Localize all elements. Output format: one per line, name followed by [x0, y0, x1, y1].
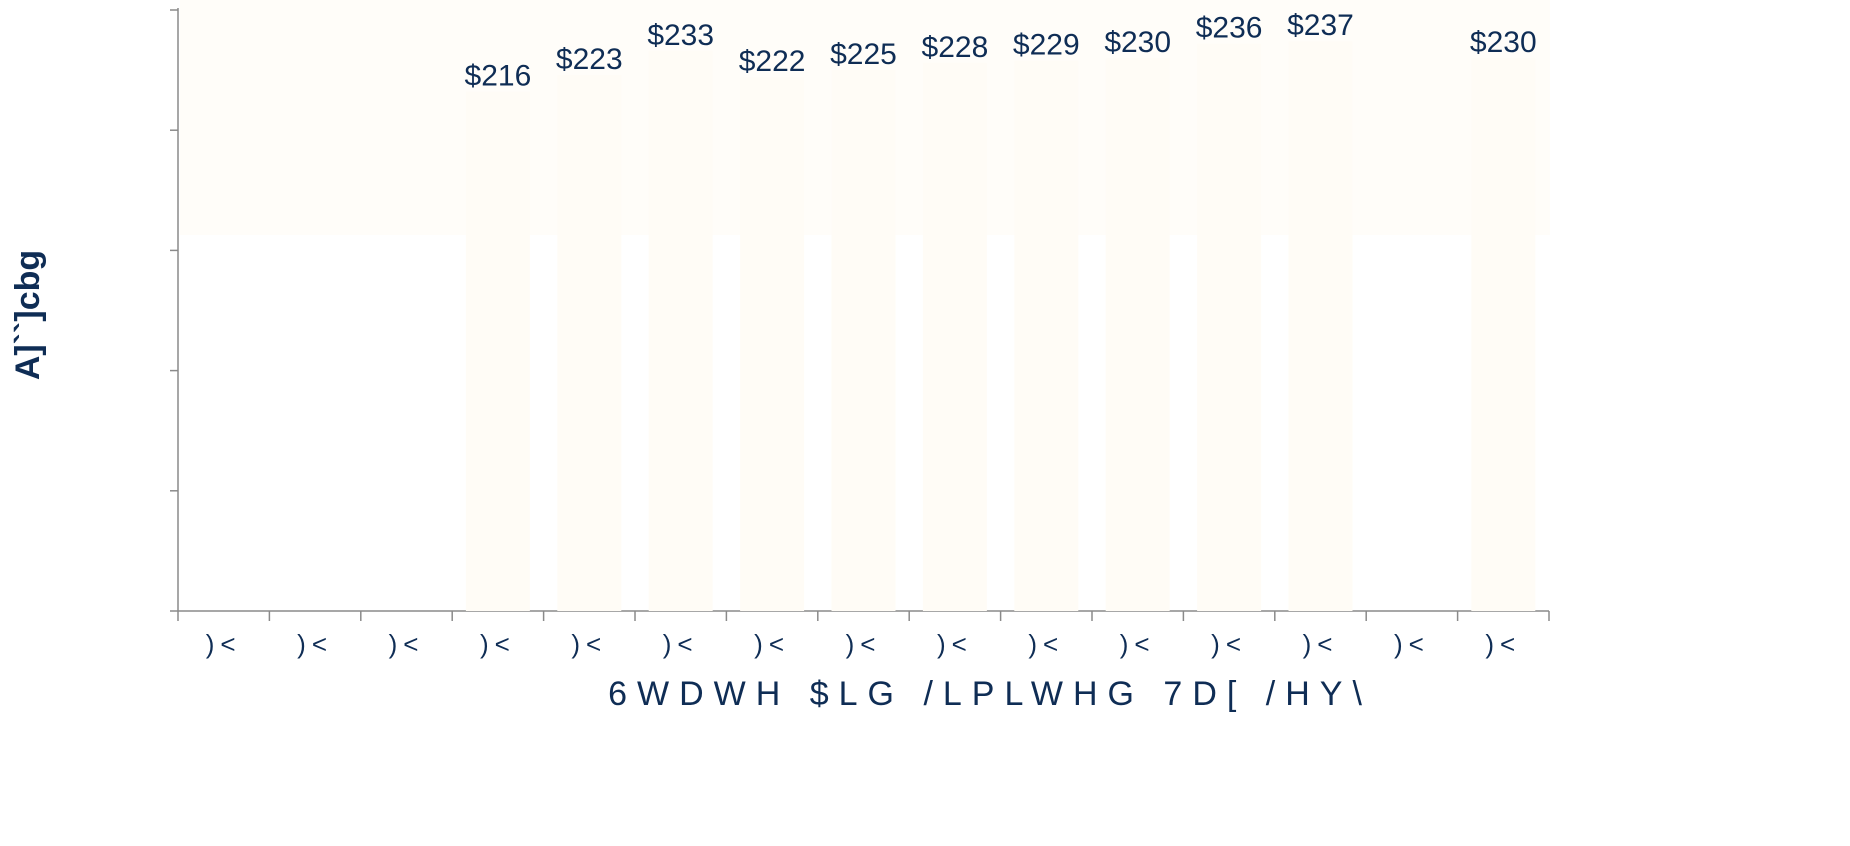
x-tick-label: )<: [1485, 629, 1521, 659]
value-label: $222: [739, 45, 806, 78]
bar: [1197, 43, 1262, 611]
x-tick-label: )<: [571, 629, 607, 659]
value-label: $237: [1287, 9, 1354, 42]
value-label: $225: [830, 38, 897, 71]
value-label: $223: [556, 43, 623, 76]
x-tick-label: )<: [937, 629, 973, 659]
x-tick-label: )<: [1303, 629, 1339, 659]
y-axis-label: A]``]cbg: [9, 250, 47, 380]
x-tick-label: )<: [1028, 629, 1064, 659]
x-tick-label: )<: [1211, 629, 1247, 659]
bar: [740, 77, 805, 611]
x-tick-label: )<: [1120, 629, 1156, 659]
value-label: $229: [1013, 28, 1080, 61]
x-tick-label: )<: [297, 629, 333, 659]
bar: [922, 62, 987, 611]
value-label: $228: [922, 31, 989, 64]
x-tick-label: )<: [389, 629, 425, 659]
value-label: $230: [1470, 26, 1537, 59]
bar: [557, 74, 622, 611]
bar: [1105, 58, 1170, 611]
bar: [648, 50, 713, 612]
x-tick-label: )<: [663, 629, 699, 659]
bar: [465, 91, 530, 611]
value-label: $233: [647, 19, 714, 52]
x-tick-label: )<: [206, 629, 242, 659]
bar: [1471, 58, 1536, 611]
bar: [1014, 60, 1079, 611]
value-label: $236: [1196, 12, 1263, 45]
x-tick-label: )<: [480, 629, 516, 659]
bar: [1288, 41, 1353, 611]
value-label: $216: [465, 60, 532, 93]
x-tick-label: )<: [846, 629, 882, 659]
value-label: $230: [1104, 26, 1171, 59]
x-tick-label: )<: [754, 629, 790, 659]
bar: [831, 70, 896, 612]
x-tick-label: )<: [1394, 629, 1430, 659]
x-axis-label: 6WDWH $LG /LPLWHG 7D[ /HY\: [608, 675, 1372, 713]
